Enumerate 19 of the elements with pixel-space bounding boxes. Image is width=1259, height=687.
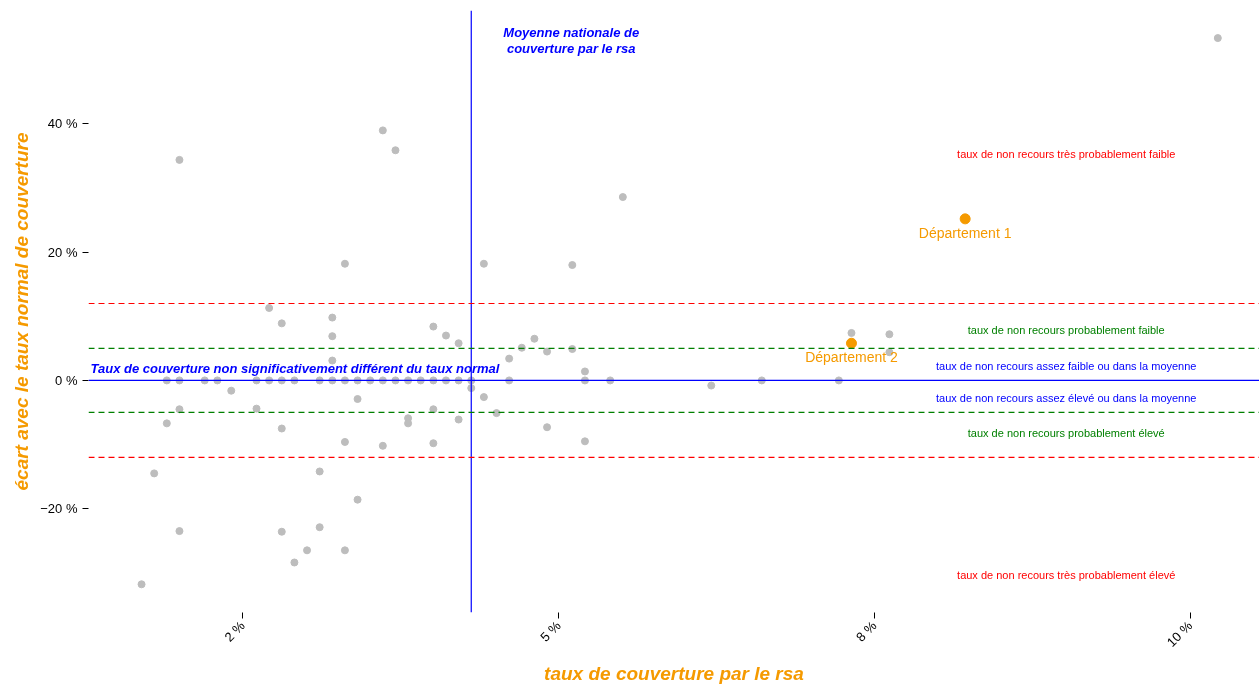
annotation: taux de non recours très probablement faible	[957, 148, 1176, 161]
x-tick-label: 2 %	[221, 617, 249, 645]
annotation: taux de non recours probablement faible	[967, 323, 1165, 336]
annotation: taux de non recours probablement élevé	[967, 426, 1165, 439]
y-tick-label: 0 %	[55, 372, 78, 388]
x-tick-label: 5 %	[537, 617, 565, 645]
x-tick-label: 10 %	[1163, 617, 1196, 650]
annotation: taux de non recours assez faible ou dans la moyenne	[935, 359, 1197, 372]
y-tick-label: 20 %	[47, 244, 78, 260]
ref-line-label: Moyenne nationale de couverture par le rsa	[503, 25, 640, 56]
x-axis-title: taux de couverture par le rsa	[544, 663, 805, 685]
y-tick-label: −20 %	[40, 501, 78, 517]
y-tick-label: 40 %	[47, 116, 78, 132]
x-tick-label: 8 %	[853, 617, 880, 645]
annotation: taux de non recours très probablement élevé	[957, 569, 1176, 582]
annotation: Département 1	[918, 224, 1012, 241]
y-axis-title: écart avec le taux normal de couverture	[11, 132, 33, 491]
annotation: Département 2	[805, 349, 898, 366]
annotation: taux de non recours assez élevé ou dans la moyenne	[935, 391, 1197, 404]
